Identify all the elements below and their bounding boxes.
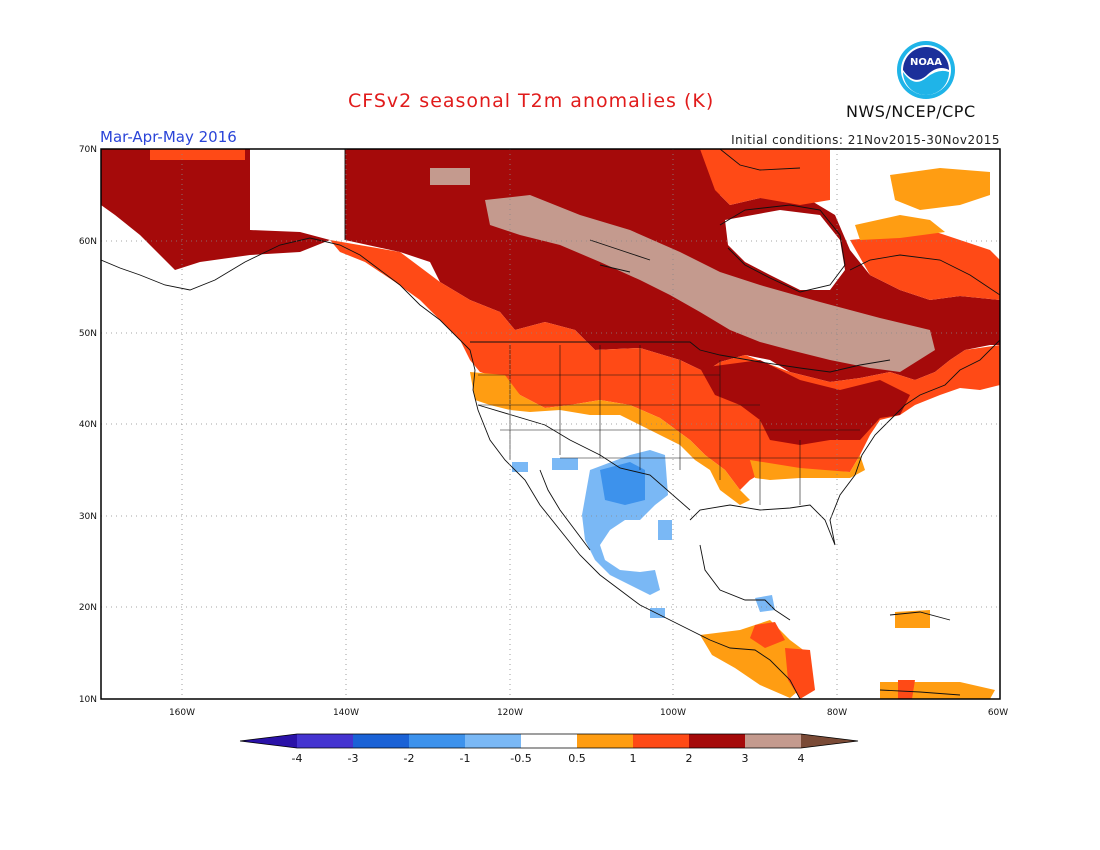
lon-label: 80W: [827, 708, 847, 718]
anomaly-region: [430, 168, 470, 185]
colorbar: -4 -3 -2 -1 -0.5 0.5 1 2 3 4: [239, 733, 859, 765]
season-label: Mar-Apr-May 2016: [100, 128, 237, 146]
graticule: [101, 149, 1000, 699]
anomaly-region: [512, 462, 528, 472]
lon-label: 120W: [497, 708, 523, 718]
anomaly-region: [101, 149, 330, 270]
lon-label: 160W: [169, 708, 195, 718]
colorbar-segment: [577, 734, 633, 748]
colorbar-label: -4: [292, 752, 303, 765]
anomaly-region: [850, 230, 1000, 300]
colorbar-segment: [465, 734, 521, 748]
anomaly-region: [890, 168, 990, 210]
anomaly-region: [750, 622, 785, 648]
colorbar-label: 0.5: [568, 752, 586, 765]
longitude-labels: 160W 140W 120W 100W 80W 60W: [169, 708, 1008, 718]
anomaly-region: [895, 610, 930, 628]
lon-label: 140W: [333, 708, 359, 718]
svg-text:NOAA: NOAA: [910, 57, 942, 68]
colorbar-segment: [633, 734, 689, 748]
coastlines: [101, 149, 1000, 699]
lat-label: 50N: [79, 329, 97, 339]
anomaly-region: [855, 215, 945, 240]
anomaly-region: [658, 520, 672, 540]
lat-label: 60N: [79, 237, 97, 247]
colorbar-segment: [689, 734, 745, 748]
colorbar-label: 3: [742, 752, 749, 765]
lat-label: 30N: [79, 512, 97, 522]
colorbar-label: 2: [686, 752, 693, 765]
anomaly-region: [755, 595, 775, 612]
noaa-logo: NOAA: [897, 41, 955, 99]
anomaly-region: [485, 195, 935, 372]
lat-label: 40N: [79, 420, 97, 430]
colorbar-label: 1: [630, 752, 637, 765]
anomaly-region: [600, 462, 645, 505]
anomaly-region: [700, 149, 830, 205]
latitude-labels: 70N 60N 50N 40N 30N 20N 10N: [79, 145, 97, 705]
colorbar-segment: [521, 734, 577, 748]
colorbar-label: 4: [798, 752, 805, 765]
colorbar-label: -0.5: [510, 752, 531, 765]
colorbar-segment: [745, 734, 801, 748]
map-frame: [100, 148, 1001, 700]
lon-label: 60W: [988, 708, 1008, 718]
lon-label: 100W: [660, 708, 686, 718]
colorbar-right-arrow: [801, 734, 858, 748]
map-title: CFSv2 seasonal T2m anomalies (K): [348, 90, 715, 112]
colorbar-label: -3: [348, 752, 359, 765]
anomaly-region: [898, 680, 915, 699]
colorbar-left-arrow: [240, 734, 297, 748]
lat-label: 70N: [79, 145, 97, 155]
colorbar-segment: [297, 734, 353, 748]
anomaly-region: [700, 360, 910, 445]
agency-label: NWS/NCEP/CPC: [846, 102, 976, 121]
initial-conditions-label: Initial conditions: 21Nov2015-30Nov2015: [731, 133, 1000, 147]
colorbar-label: -1: [460, 752, 471, 765]
lat-label: 10N: [79, 695, 97, 705]
colorbar-label: -2: [404, 752, 415, 765]
anomaly-region: [150, 149, 245, 160]
anomaly-region: [552, 458, 578, 470]
anomaly-region: [785, 648, 815, 699]
anomaly-region: [750, 455, 865, 480]
anomaly-region: [725, 210, 845, 290]
colorbar-segment: [353, 734, 409, 748]
colorbar-segment: [409, 734, 465, 748]
anomaly-region: [470, 372, 750, 505]
anomaly-fields: [101, 149, 1000, 699]
lat-label: 20N: [79, 603, 97, 613]
